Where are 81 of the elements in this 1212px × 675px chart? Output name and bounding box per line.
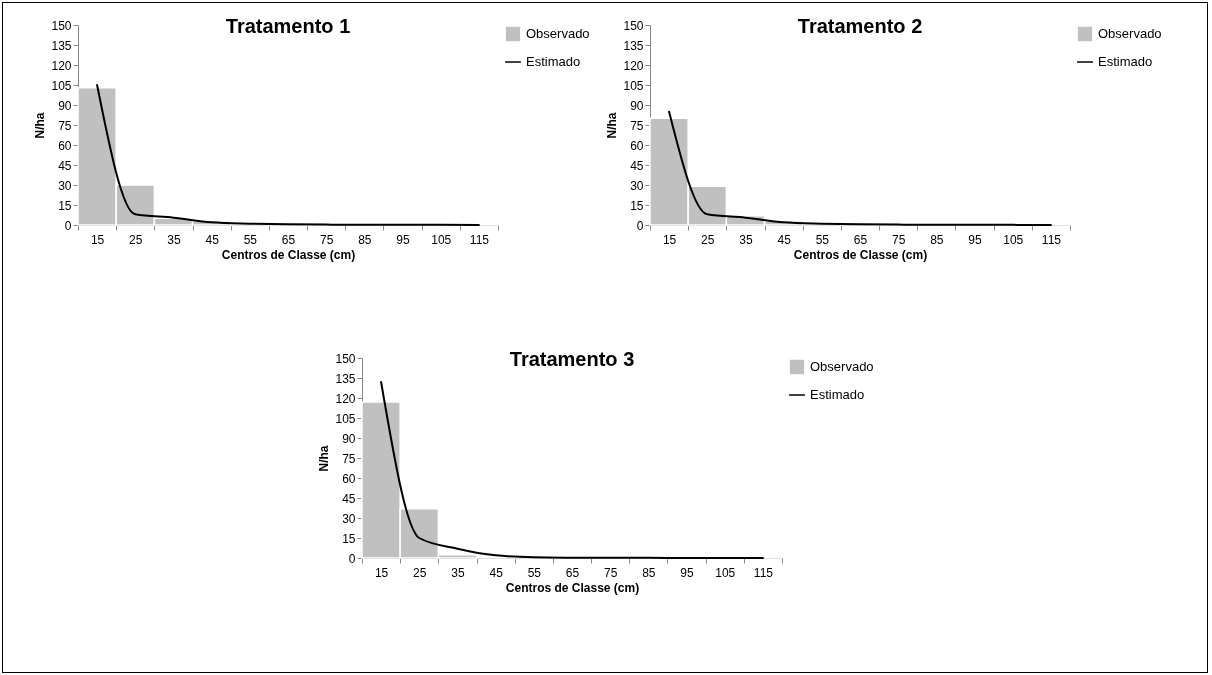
y-tick-label: 135: [335, 371, 356, 386]
x-tick-label: 55: [815, 232, 830, 247]
x-axis-title: Centros de Classe (cm): [505, 580, 640, 595]
y-tick-label: 90: [58, 98, 72, 113]
x-axis-title: Centros de Classe (cm): [793, 247, 928, 262]
x-tick-label: 85: [642, 565, 656, 580]
x-tick-label: 65: [281, 232, 296, 247]
y-tick-label: 105: [623, 78, 644, 93]
legend-label: Estimado: [810, 387, 865, 402]
x-tick-label: 15: [90, 232, 105, 247]
legend-label: Observado: [1098, 26, 1162, 41]
y-tick-label: 0: [348, 551, 356, 566]
x-tick-label: 85: [930, 232, 944, 247]
chart-title: Tratamento 2: [797, 15, 923, 37]
y-tick-label: 30: [342, 511, 356, 526]
x-tick-label: 35: [451, 565, 465, 580]
x-tick-label: 35: [167, 232, 181, 247]
x-tick-label: 15: [662, 232, 677, 247]
legend-label: Observado: [810, 359, 874, 374]
x-tick-label: 15: [374, 565, 389, 580]
x-tick-label: 65: [565, 565, 580, 580]
y-tick-label: 30: [58, 178, 72, 193]
y-tick-label: 105: [51, 78, 72, 93]
y-tick-label: 105: [335, 411, 356, 426]
y-tick-label: 60: [58, 138, 72, 153]
x-tick-label: 75: [604, 565, 618, 580]
chart-title: Tratamento 3: [509, 348, 635, 370]
x-tick-label: 115: [469, 232, 490, 247]
x-tick-label: 75: [892, 232, 906, 247]
y-axis-title: N/ha: [605, 112, 620, 139]
x-tick-label: 25: [413, 565, 427, 580]
x-tick-label: 105: [431, 232, 452, 247]
y-tick-label: 120: [335, 391, 356, 406]
x-tick-label: 95: [680, 565, 695, 580]
x-tick-label: 105: [1003, 232, 1024, 247]
y-tick-label: 135: [51, 38, 72, 53]
x-tick-label: 25: [701, 232, 715, 247]
y-tick-label: 150: [335, 351, 356, 366]
chart-title: Tratamento 1: [225, 15, 351, 37]
x-tick-label: 95: [396, 232, 411, 247]
y-tick-label: 90: [630, 98, 644, 113]
y-tick-label: 15: [630, 198, 644, 213]
y-tick-label: 15: [58, 198, 72, 213]
x-tick-label: 25: [129, 232, 143, 247]
y-tick-label: 0: [64, 218, 72, 233]
x-tick-label: 45: [777, 232, 792, 247]
x-tick-label: 115: [753, 565, 774, 580]
x-tick-label: 65: [853, 232, 868, 247]
y-axis-title: N/ha: [33, 112, 48, 139]
x-tick-label: 85: [358, 232, 372, 247]
y-tick-label: 75: [58, 118, 72, 133]
x-tick-label: 95: [968, 232, 983, 247]
y-tick-label: 60: [630, 138, 644, 153]
legend-label: Estimado: [1098, 54, 1153, 69]
x-tick-label: 105: [715, 565, 736, 580]
y-tick-label: 45: [342, 491, 356, 506]
y-tick-label: 75: [630, 118, 644, 133]
x-tick-label: 55: [243, 232, 258, 247]
y-tick-label: 30: [630, 178, 644, 193]
y-tick-label: 60: [342, 471, 356, 486]
y-tick-label: 15: [342, 531, 356, 546]
x-tick-label: 55: [527, 565, 542, 580]
y-tick-label: 45: [630, 158, 644, 173]
y-tick-label: 0: [636, 218, 644, 233]
x-axis-title: Centros de Classe (cm): [221, 247, 356, 262]
y-tick-label: 75: [342, 451, 356, 466]
x-tick-label: 45: [489, 565, 504, 580]
x-tick-label: 115: [1041, 232, 1062, 247]
x-tick-label: 35: [739, 232, 753, 247]
x-tick-label: 45: [205, 232, 220, 247]
y-tick-label: 90: [342, 431, 356, 446]
y-axis-title: N/ha: [317, 445, 332, 472]
y-tick-label: 120: [51, 58, 72, 73]
legend-label: Observado: [526, 26, 590, 41]
y-tick-label: 150: [51, 18, 72, 33]
y-tick-label: 150: [623, 18, 644, 33]
x-tick-label: 75: [320, 232, 334, 247]
y-tick-label: 45: [58, 158, 72, 173]
y-tick-label: 135: [623, 38, 644, 53]
legend-label: Estimado: [526, 54, 581, 69]
y-tick-label: 120: [623, 58, 644, 73]
